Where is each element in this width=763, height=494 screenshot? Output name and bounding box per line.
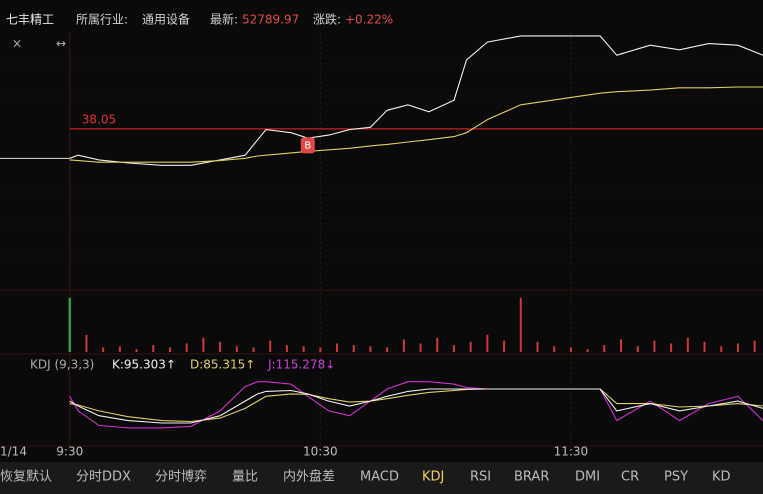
tab[interactable]: DMI [575, 470, 600, 485]
tab[interactable]: BRAR [514, 470, 549, 485]
tab[interactable]: KD [712, 470, 731, 485]
volume-bar [736, 343, 739, 352]
volume-bar [118, 346, 121, 352]
volume-bar [369, 346, 372, 352]
volume-bar [686, 337, 689, 352]
resize-icon[interactable]: ↔ [56, 37, 66, 51]
volume-bar [586, 349, 589, 352]
industry-label: 所属行业: [76, 13, 128, 27]
volume-bar [302, 346, 305, 352]
volume-bar [636, 346, 639, 352]
volume-bar [352, 345, 355, 352]
volume-bar [85, 334, 88, 352]
buy-marker: B [304, 140, 311, 151]
volume-bar [436, 337, 439, 352]
tab[interactable]: KDJ [422, 470, 444, 485]
volume-bar [536, 341, 539, 352]
tab[interactable]: 恢复默认 [0, 469, 52, 485]
tab-bar [0, 462, 763, 494]
j-label: J:115.278↓ [267, 358, 335, 372]
volume-bar [720, 346, 723, 352]
k-line [69, 388, 763, 424]
volume-bar [68, 297, 71, 352]
volume-bar [486, 334, 489, 352]
d-label: D:85.315↑ [190, 358, 255, 372]
volume-bar [135, 349, 138, 352]
volume-bar [185, 343, 188, 352]
volume-bar [703, 341, 706, 352]
latest: 52789.97 [242, 13, 299, 27]
volume-bar [653, 340, 656, 352]
volume-bar [670, 343, 673, 352]
change-label: 涨跌: [313, 12, 341, 27]
volume-bar [569, 347, 572, 352]
volume-bar [386, 347, 389, 352]
tab[interactable]: 分时DDX [76, 470, 131, 485]
volume-bar [419, 343, 422, 352]
volume-bar [152, 345, 155, 352]
volume-bar [219, 341, 222, 352]
tab[interactable]: RSI [470, 470, 491, 485]
volume-bar [235, 346, 238, 352]
tab[interactable]: PSY [664, 470, 688, 485]
volume-bar [168, 347, 171, 352]
industry: 通用设备 [142, 13, 190, 27]
tab[interactable]: 量比 [232, 470, 258, 485]
buy-marker-box [300, 137, 315, 154]
k-label: K:95.303↑ [112, 358, 176, 372]
volume-bar [202, 337, 205, 352]
close-icon[interactable]: × [12, 37, 22, 51]
volume-bar [319, 347, 322, 352]
volume-bar [519, 297, 522, 352]
avg-line [69, 86, 763, 163]
volume-bar [452, 345, 455, 352]
tab[interactable]: CR [621, 470, 639, 485]
volume-bar [269, 340, 272, 352]
stock-name: 七丰精工 [6, 13, 54, 27]
price-line [69, 35, 763, 166]
volume-bar [503, 340, 506, 352]
volume-bar [620, 339, 623, 352]
kdj-label: KDJ (9,3,3) [30, 358, 94, 372]
volume-bar [402, 339, 405, 352]
x-tick-label: 10:30 [303, 445, 338, 459]
volume-bar [469, 341, 472, 352]
volume-bar [102, 347, 105, 352]
latest-label: 最新: [210, 12, 238, 27]
volume-bar [553, 346, 556, 352]
ref-label: 38.05 [82, 112, 116, 126]
x-tick-label: 11:30 [554, 445, 589, 459]
volume-bar [252, 347, 255, 352]
tab[interactable]: 内外盘差 [283, 469, 335, 485]
volume-bar [336, 343, 339, 352]
volume-bar [753, 340, 756, 352]
volume-bar [285, 345, 288, 352]
x-tick-label: 9:30 [56, 445, 83, 459]
tab[interactable]: 分时博弈 [155, 469, 207, 485]
volume-bar [603, 345, 606, 352]
tab[interactable]: MACD [360, 470, 399, 485]
x-date-label: 1/14 [0, 445, 27, 459]
change: +0.22% [345, 13, 393, 27]
